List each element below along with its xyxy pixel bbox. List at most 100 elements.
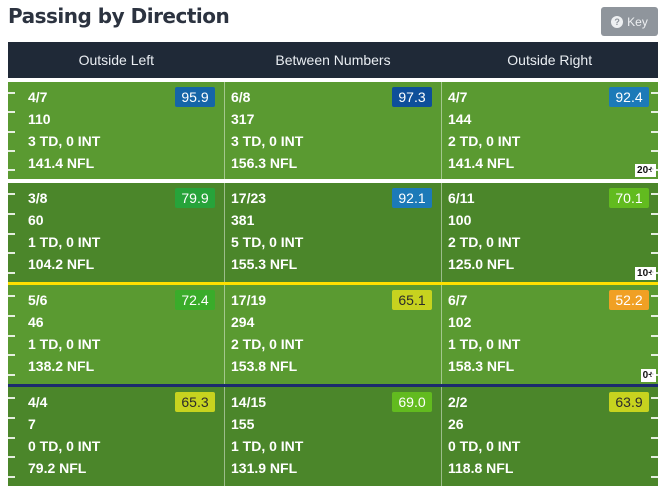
column-header-outside-right: Outside Right xyxy=(507,52,593,68)
right-hash-marks xyxy=(651,82,658,179)
td-int: 2 TD, 0 INT xyxy=(231,336,304,352)
hash-mark xyxy=(8,476,15,478)
yards: 317 xyxy=(231,111,255,127)
left-hash-marks xyxy=(8,183,15,282)
zone-cell[interactable]: 6/7 102 1 TD, 0 INT 158.3 NFL 52.2 0+ xyxy=(441,285,658,384)
field-line-10 xyxy=(8,282,658,285)
nfl-rating: 156.3 NFL xyxy=(231,155,298,171)
hash-mark xyxy=(8,272,15,274)
hash-mark xyxy=(8,335,15,337)
key-button[interactable]: ? Key xyxy=(601,7,658,36)
td-int: 2 TD, 0 INT xyxy=(448,133,521,149)
completions: 14/15 xyxy=(231,394,267,410)
yards: 294 xyxy=(231,314,255,330)
hash-mark xyxy=(8,374,15,376)
hash-mark xyxy=(8,193,15,195)
right-hash-marks xyxy=(651,285,658,384)
zone-0-plus: 5/6 46 1 TD, 0 INT 138.2 NFL 72.4 17/19 … xyxy=(8,285,658,384)
question-circle-icon: ? xyxy=(611,15,624,28)
zone-10-plus: 3/8 60 1 TD, 0 INT 104.2 NFL 79.9 17/23 … xyxy=(8,183,658,282)
yard-marker: 10+ xyxy=(635,267,656,280)
zone-cell[interactable]: 3/8 60 1 TD, 0 INT 104.2 NFL 79.9 xyxy=(8,183,224,282)
zone-20-plus: 4/7 110 3 TD, 0 INT 141.4 NFL 95.9 6/8 3… xyxy=(8,82,658,179)
page-title: Passing by Direction xyxy=(8,4,230,28)
grade-badge: 79.9 xyxy=(175,188,215,208)
hash-mark xyxy=(651,437,658,439)
hash-mark xyxy=(8,169,15,171)
hash-mark xyxy=(8,150,15,152)
zone-cell[interactable]: 4/4 7 0 TD, 0 INT 79.2 NFL 65.3 xyxy=(8,387,224,486)
completions: 17/19 xyxy=(231,292,267,308)
grade-badge: 92.1 xyxy=(392,188,432,208)
hash-mark xyxy=(651,295,658,297)
completions: 5/6 xyxy=(28,292,48,308)
hash-mark xyxy=(8,213,15,215)
nfl-rating: 153.8 NFL xyxy=(231,358,298,374)
zone-behind-los: 4/4 7 0 TD, 0 INT 79.2 NFL 65.3 14/15 15… xyxy=(8,387,658,486)
completions: 3/8 xyxy=(28,190,48,206)
hash-mark xyxy=(651,335,658,337)
completions: 4/4 xyxy=(28,394,48,410)
hash-mark xyxy=(8,417,15,419)
grade-badge: 70.1 xyxy=(609,188,649,208)
yards: 26 xyxy=(448,416,464,432)
yards: 144 xyxy=(448,111,472,127)
zone-cell[interactable]: 6/11 100 2 TD, 0 INT 125.0 NFL 70.1 10+ xyxy=(441,183,658,282)
yards: 7 xyxy=(28,416,36,432)
key-button-label: Key xyxy=(627,14,648,29)
completions: 6/11 xyxy=(448,190,475,206)
hash-mark xyxy=(651,233,658,235)
yard-marker: 20+ xyxy=(635,164,656,177)
hash-mark xyxy=(651,111,658,113)
grade-badge: 97.3 xyxy=(392,87,432,107)
zone-cell[interactable]: 5/6 46 1 TD, 0 INT 138.2 NFL 72.4 xyxy=(8,285,224,384)
zone-cell[interactable]: 17/23 381 5 TD, 0 INT 155.3 NFL 92.1 xyxy=(224,183,441,282)
completions: 2/2 xyxy=(448,394,468,410)
td-int: 5 TD, 0 INT xyxy=(231,234,304,250)
nfl-rating: 131.9 NFL xyxy=(231,460,298,476)
yards: 60 xyxy=(28,212,44,228)
nfl-rating: 138.2 NFL xyxy=(28,358,95,374)
hash-mark xyxy=(651,374,658,376)
hash-mark xyxy=(651,315,658,317)
yards: 155 xyxy=(231,416,255,432)
hash-mark xyxy=(8,295,15,297)
zone-cell[interactable]: 14/15 155 1 TD, 0 INT 131.9 NFL 69.0 xyxy=(224,387,441,486)
completions: 6/8 xyxy=(231,89,251,105)
nfl-rating: 125.0 NFL xyxy=(448,256,515,272)
yards: 100 xyxy=(448,212,472,228)
td-int: 1 TD, 0 INT xyxy=(28,234,101,250)
yards: 46 xyxy=(28,314,44,330)
field-line-20 xyxy=(8,179,658,183)
nfl-rating: 118.8 NFL xyxy=(448,460,514,476)
td-int: 1 TD, 0 INT xyxy=(231,438,304,454)
hash-mark xyxy=(651,456,658,458)
completions: 4/7 xyxy=(28,89,48,105)
hash-mark xyxy=(651,417,658,419)
left-hash-marks xyxy=(8,82,15,179)
zone-cell[interactable]: 2/2 26 0 TD, 0 INT 118.8 NFL 63.9 xyxy=(441,387,658,486)
hash-mark xyxy=(8,315,15,317)
zone-cell[interactable]: 4/7 144 2 TD, 0 INT 141.4 NFL 92.4 20+ xyxy=(441,82,658,179)
hash-mark xyxy=(651,252,658,254)
zone-cell[interactable]: 17/19 294 2 TD, 0 INT 153.8 NFL 65.1 xyxy=(224,285,441,384)
td-int: 3 TD, 0 INT xyxy=(231,133,304,149)
column-header-row: Outside Left Between Numbers Outside Rig… xyxy=(8,42,658,78)
hash-mark xyxy=(651,272,658,274)
zone-cell[interactable]: 4/7 110 3 TD, 0 INT 141.4 NFL 95.9 xyxy=(8,82,224,179)
zone-cell[interactable]: 6/8 317 3 TD, 0 INT 156.3 NFL 97.3 xyxy=(224,82,441,179)
hash-mark xyxy=(8,131,15,133)
completions: 6/7 xyxy=(448,292,468,308)
grade-badge: 65.1 xyxy=(392,290,432,310)
hash-mark xyxy=(651,354,658,356)
grade-badge: 92.4 xyxy=(609,87,649,107)
nfl-rating: 141.4 NFL xyxy=(448,155,515,171)
line-of-scrimmage xyxy=(8,384,658,387)
column-header-outside-left: Outside Left xyxy=(78,52,155,68)
td-int: 1 TD, 0 INT xyxy=(448,336,521,352)
td-int: 2 TD, 0 INT xyxy=(448,234,521,250)
nfl-rating: 79.2 NFL xyxy=(28,460,87,476)
td-int: 0 TD, 0 INT xyxy=(28,438,101,454)
hash-mark xyxy=(651,150,658,152)
nfl-rating: 141.4 NFL xyxy=(28,155,95,171)
